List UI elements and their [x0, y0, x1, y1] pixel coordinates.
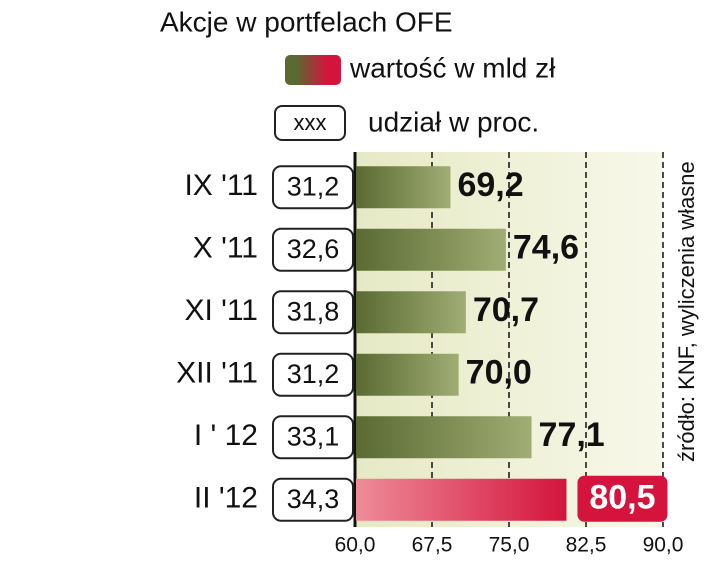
- bar: [356, 416, 532, 459]
- y-tick-label: IX '11: [184, 169, 258, 202]
- value-label: 69,2: [457, 166, 523, 204]
- x-tick-label: 75,0: [489, 534, 530, 557]
- share-label: 31,2: [287, 359, 340, 389]
- x-tick-label: 60,0: [335, 534, 376, 557]
- legend-label: wartość w mld zł: [349, 52, 556, 83]
- value-label: 80,5: [589, 479, 655, 517]
- bar: [356, 166, 451, 209]
- value-label: 74,6: [513, 229, 579, 267]
- bar: [356, 478, 567, 521]
- share-label: 32,6: [287, 234, 340, 264]
- legend-sample: xxx: [294, 110, 327, 135]
- x-tick-label: 90,0: [643, 534, 684, 557]
- share-label: 34,3: [287, 484, 340, 514]
- y-tick-label: XI '11: [184, 294, 258, 327]
- legend-label: udział w proc.: [368, 106, 539, 137]
- share-label: 33,1: [287, 421, 340, 451]
- y-tick-label: II '12: [194, 482, 258, 515]
- share-box: [272, 415, 354, 460]
- bar: [356, 353, 459, 396]
- y-tick-label: XII '11: [176, 357, 258, 390]
- chart-title: Akcje w portfelach OFE: [160, 6, 453, 37]
- share-box: [272, 227, 354, 272]
- y-tick-label: I ' 12: [194, 419, 258, 452]
- x-tick-label: 67,5: [412, 534, 453, 557]
- bar: [356, 291, 466, 334]
- share-label: 31,2: [287, 171, 340, 201]
- legend-box: [274, 105, 346, 141]
- plot: 60,0 67,5 75,0 82,5 90,0 IX '11 69,2 31,2 X '11 7…: [176, 152, 683, 557]
- share-box: [272, 165, 354, 210]
- share-label: 31,8: [287, 296, 340, 326]
- value-label-box: [577, 475, 668, 522]
- share-box: [272, 352, 354, 397]
- value-label: 70,0: [466, 354, 532, 392]
- share-box: [272, 290, 354, 335]
- legend-swatch: [285, 55, 341, 85]
- source-note: źródło: KNF, wyliczenia własne: [674, 161, 699, 462]
- value-label: 77,1: [539, 416, 605, 454]
- share-box: [272, 477, 354, 522]
- x-tick-label: 82,5: [566, 534, 607, 557]
- bar: [356, 228, 506, 271]
- value-label: 70,7: [473, 291, 539, 329]
- y-tick-label: X '11: [193, 232, 258, 265]
